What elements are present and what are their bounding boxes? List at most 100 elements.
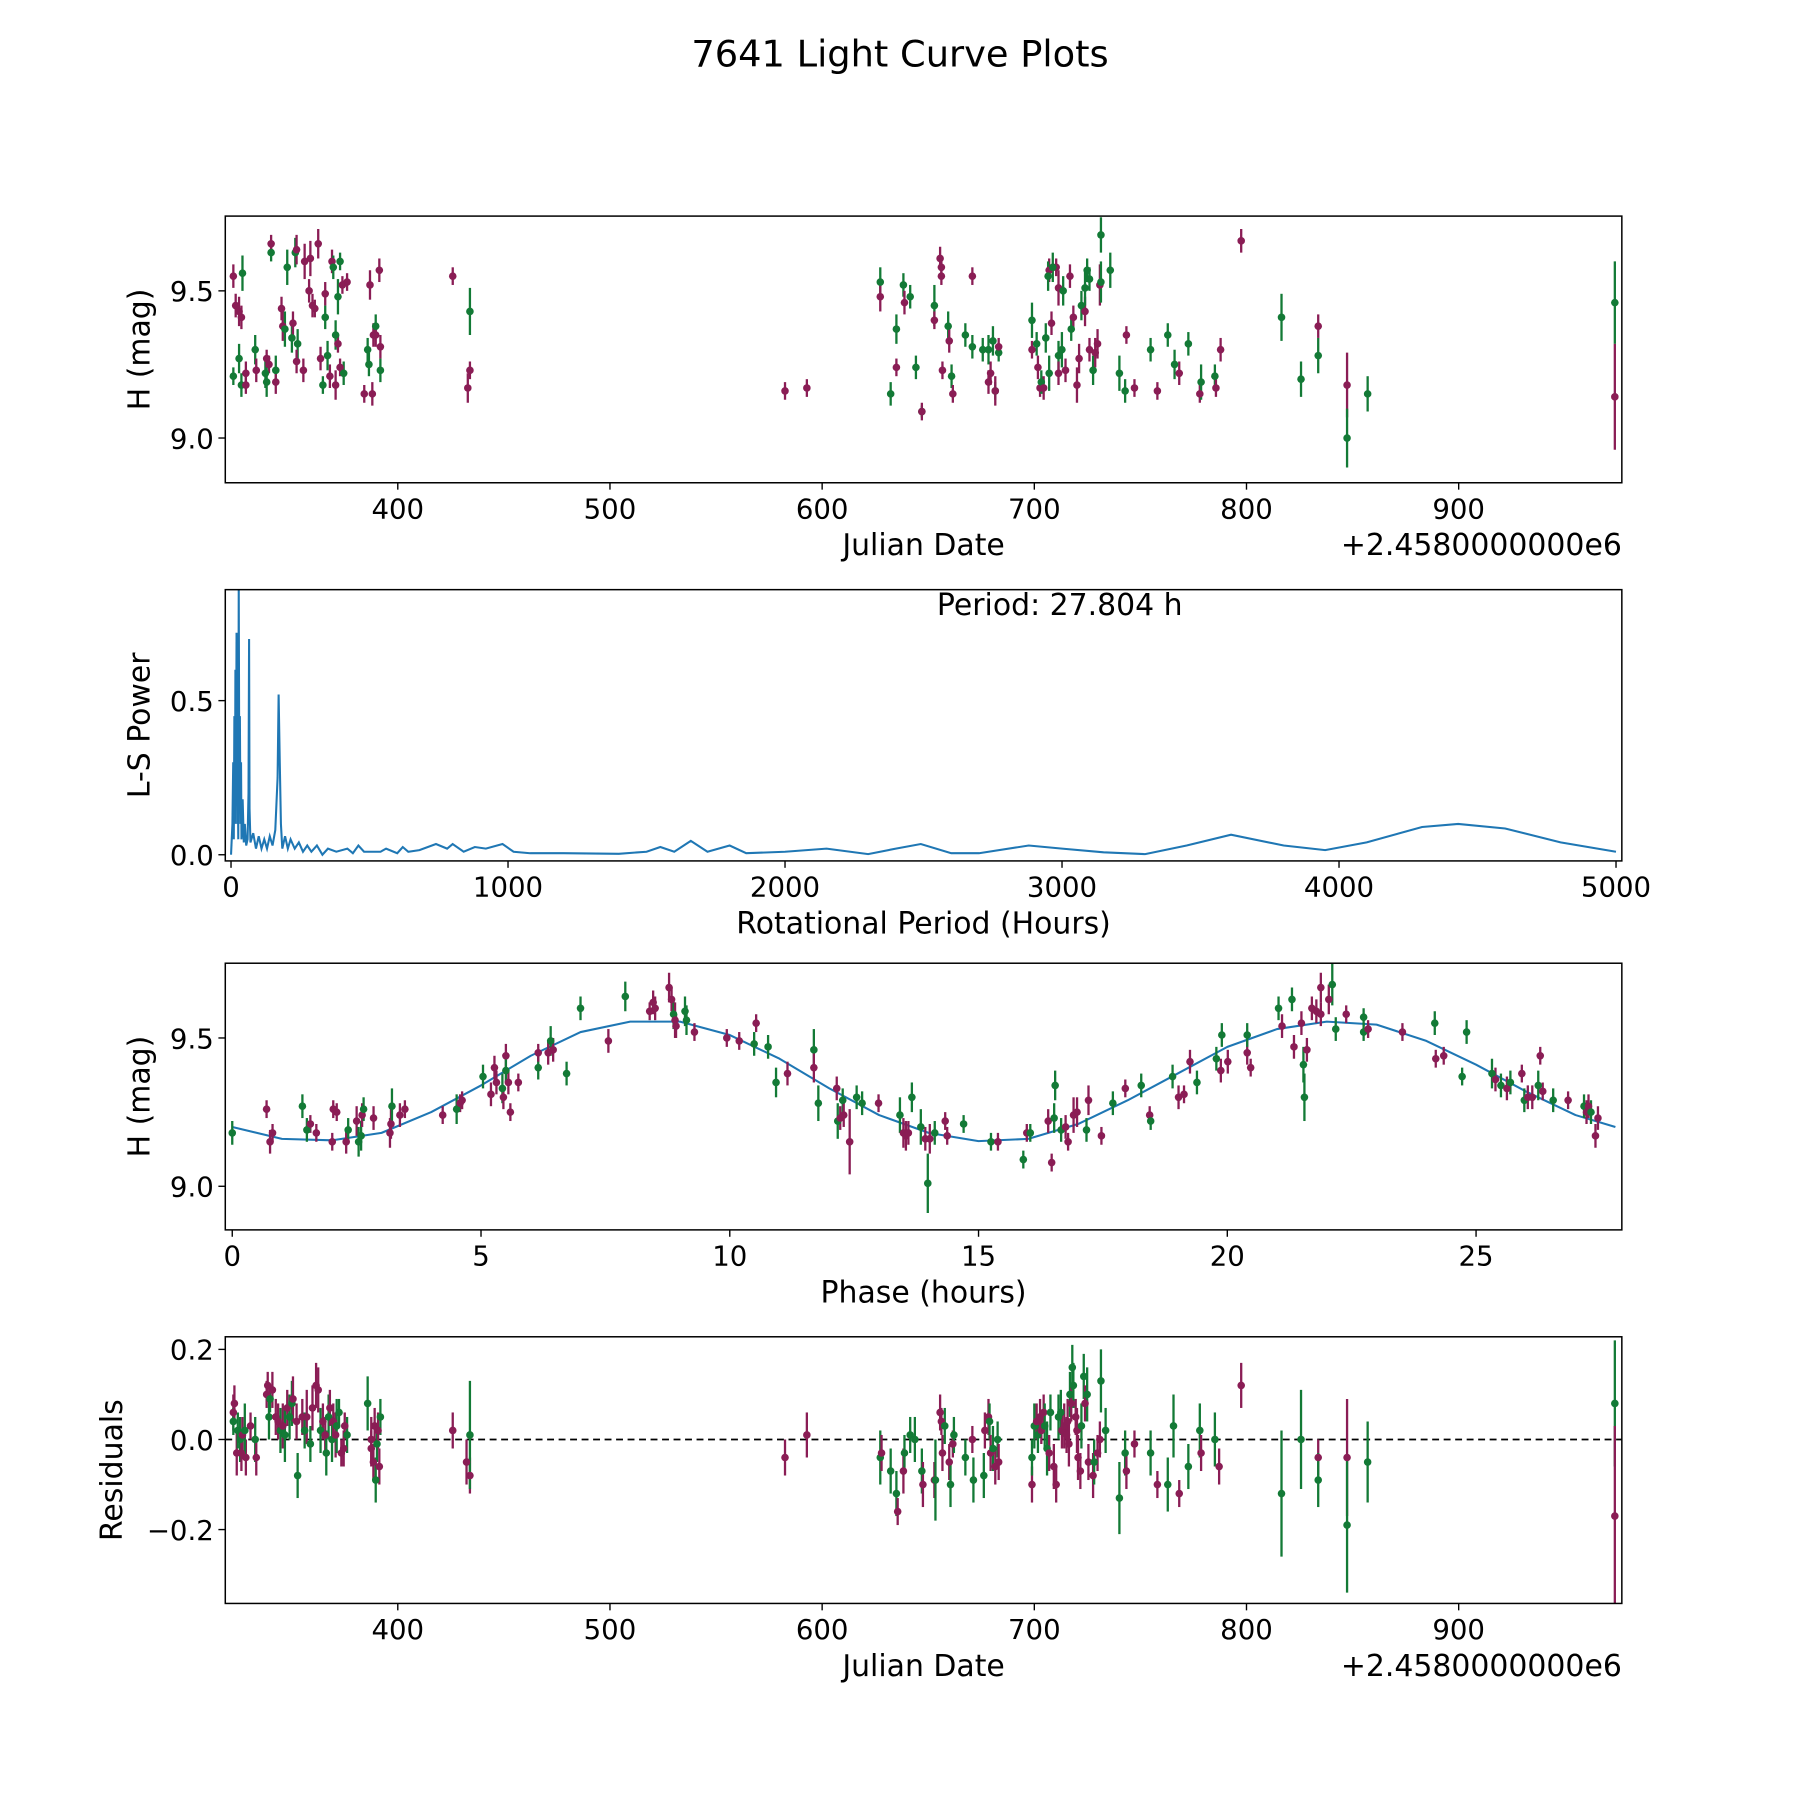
data-point [649,998,657,1007]
data-point [1317,1010,1325,1019]
data-point [1019,1155,1028,1164]
data-point [919,1480,927,1489]
data-point [339,369,348,378]
data-point [987,1137,995,1146]
data-point [1153,1480,1162,1489]
data-point [241,1426,249,1435]
y-tick-label: 9.0 [170,422,214,455]
x-tick-label: 0 [222,871,240,904]
x-tick-label: 4000 [1304,871,1374,904]
data-point [289,1395,297,1403]
data-point [949,1440,957,1448]
data-point [968,342,977,351]
x-tick-label: 400 [371,492,424,525]
phased-panel: 0 5 10 15 20 25 9.0 9.5 Phase (hours) H (mag) [122,962,1623,1310]
data-point [1089,1471,1097,1480]
data-point [1054,369,1063,378]
data-point [1066,1390,1074,1399]
data-point [262,378,271,386]
x-axis-offset-text: +2.4580000000e6 [1341,1649,1622,1684]
data-point [306,1440,315,1448]
data-point [1196,1426,1204,1435]
data-point [316,1426,325,1435]
data-point [1274,1004,1283,1013]
data-point [945,1458,954,1466]
data-point [621,992,630,1001]
data-point [534,1063,543,1072]
data-point [1068,1363,1077,1372]
data-point [344,1126,352,1134]
data-point [892,363,901,372]
data-point [293,1471,302,1480]
data-point [839,1111,848,1119]
data-point [281,325,289,333]
data-point [369,1114,378,1122]
data-point [764,1043,772,1051]
data-point [1073,381,1081,389]
data-point [1611,1399,1619,1408]
data-point [892,1489,901,1498]
data-point [1538,1087,1547,1096]
data-point [984,378,993,386]
y-tick-label: 9.5 [170,275,214,308]
data-point [271,378,280,386]
data-point [1101,1426,1110,1435]
data-point [877,1449,886,1457]
data-point [328,257,336,266]
data-point [285,1413,294,1421]
data-point [1069,313,1078,322]
data-point [329,263,338,272]
data-point [1090,1458,1098,1466]
data-point [1097,1132,1106,1140]
data-point [772,1078,780,1087]
data-point [1122,1467,1131,1475]
data-point [359,1105,368,1113]
data-point [665,983,673,992]
data-point [886,390,895,398]
data-point [1121,387,1129,395]
data-point [375,266,384,275]
data-point [230,1399,239,1408]
data-point [1082,1126,1091,1134]
data-point [352,1117,361,1125]
data-point [1528,1093,1537,1102]
data-point [896,1111,904,1119]
data-point [1488,1069,1496,1078]
x-tick-label: 700 [1008,492,1061,525]
y-axis-label: H (mag) [122,1036,157,1158]
data-point [1121,1449,1129,1457]
period-annotation: Period: 27.804 h [937,588,1183,623]
data-point [845,1137,854,1146]
data-point [268,1129,277,1137]
data-point [229,272,238,280]
data-point [1039,1408,1048,1417]
data-point [458,1096,466,1105]
data-point [316,354,325,363]
data-point [1067,325,1076,333]
data-point [1290,1043,1298,1051]
data-point [1048,263,1057,272]
x-axis-label: Julian Date [840,528,1005,563]
data-point [1122,331,1131,339]
data-point [1212,384,1220,392]
data-point [1081,284,1089,292]
data-point [368,390,377,398]
data-point [323,351,332,360]
data-point [326,372,334,381]
data-point [917,1123,925,1131]
data-point [514,1078,523,1087]
data-point [1106,266,1115,275]
data-point [331,331,340,339]
data-point [1130,1440,1139,1448]
data-point [912,363,920,372]
data-point [438,1111,447,1119]
data-point [265,1413,273,1421]
data-point [283,1404,292,1412]
data-point [375,1462,384,1471]
data-point [989,337,997,345]
data-point [1083,266,1091,275]
x-axis-label: Phase (hours) [821,1275,1027,1310]
data-point [832,1084,841,1093]
data-point [1051,1081,1059,1090]
data-point [357,1132,365,1140]
